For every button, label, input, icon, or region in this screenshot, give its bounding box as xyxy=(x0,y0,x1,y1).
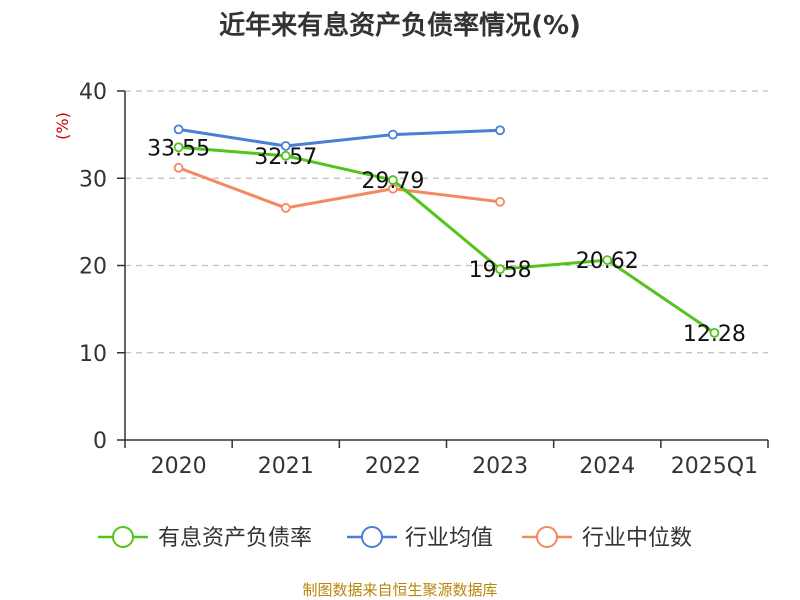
x-tick-label: 2025Q1 xyxy=(671,454,758,479)
legend-item-0[interactable]: 有息资产负债率 xyxy=(98,526,312,551)
x-tick-label: 2020 xyxy=(151,454,207,479)
y-tick-label: 20 xyxy=(79,255,107,280)
data-point xyxy=(388,129,398,140)
data-point xyxy=(280,141,291,151)
data-label: 29.79 xyxy=(361,169,424,194)
series-layer xyxy=(173,124,720,338)
legend-label: 有息资产负债率 xyxy=(158,526,312,551)
legend[interactable]: 有息资产负债率 行业均值 行业中位数 xyxy=(98,526,692,551)
legend-marker xyxy=(536,526,558,548)
x-tick-label: 2021 xyxy=(258,454,314,479)
data-point xyxy=(495,125,505,136)
data-point xyxy=(388,175,398,185)
series-line-0 xyxy=(178,145,716,335)
chart-title: 近年来有息资产负债率情况(%) xyxy=(219,10,581,41)
data-labels: 33.55 32.57 29.79 19.58 20.62 12.28 xyxy=(147,136,746,347)
data-point xyxy=(173,162,184,173)
data-point xyxy=(280,150,291,161)
data-point xyxy=(173,124,184,135)
grid xyxy=(125,90,768,354)
legend-label: 行业均值 xyxy=(405,526,493,551)
data-label: 19.58 xyxy=(469,258,532,283)
legend-label: 行业中位数 xyxy=(582,526,692,551)
x-tick-label: 2023 xyxy=(472,454,528,479)
data-point xyxy=(173,142,184,153)
y-tick-label: 0 xyxy=(93,429,107,454)
data-label: 12.28 xyxy=(683,322,746,347)
y-axis-label: (%) xyxy=(53,112,72,140)
data-label: 33.55 xyxy=(147,136,210,161)
series-line-2 xyxy=(178,166,501,210)
series-line-1 xyxy=(178,127,501,148)
legend-item-1[interactable]: 行业均值 xyxy=(347,526,493,551)
x-tick-label: 2024 xyxy=(579,454,635,479)
data-point xyxy=(602,255,613,265)
data-point xyxy=(280,203,291,213)
data-label: 32.57 xyxy=(254,145,317,170)
legend-item-2[interactable]: 行业中位数 xyxy=(522,526,692,551)
source-note: 制图数据来自恒生聚源数据库 xyxy=(302,581,497,599)
legend-marker xyxy=(361,526,383,548)
data-point xyxy=(495,196,505,207)
data-label: 20.62 xyxy=(576,249,639,274)
y-tick-label: 40 xyxy=(79,80,107,105)
y-tick-label: 30 xyxy=(79,167,107,192)
axes: 0 10 20 30 40 2020 2021 2022 2023 2024 2025Q1 xyxy=(79,80,769,479)
legend-marker xyxy=(112,526,134,548)
data-point xyxy=(709,327,720,338)
y-tick-label: 10 xyxy=(79,342,107,367)
data-point xyxy=(495,264,505,275)
x-tick-label: 2022 xyxy=(365,454,421,479)
